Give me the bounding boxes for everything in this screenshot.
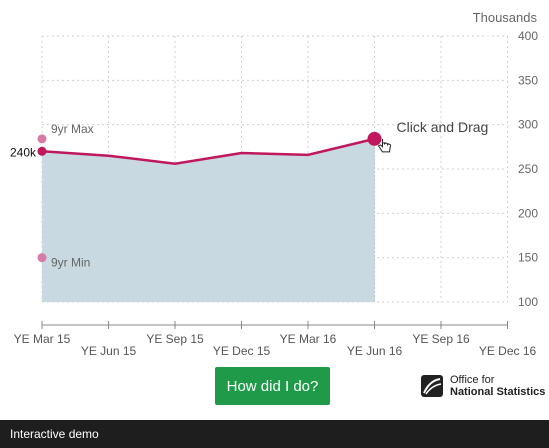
how-did-i-do-button[interactable]: How did I do?: [215, 367, 330, 405]
start-point: [37, 146, 47, 156]
min-marker-label: 9yr Min: [51, 256, 90, 270]
x-tick-label: YE Mar 15: [14, 332, 71, 346]
y-tick-label: 400: [518, 29, 538, 43]
area-fill: [42, 138, 375, 302]
x-tick-label: YE Sep 15: [146, 332, 204, 346]
x-tick-label: YE Dec 16: [479, 344, 537, 358]
series-line: [41, 137, 375, 165]
x-tick-label: YE Jun 15: [81, 344, 137, 358]
ons-logo: Office for National Statistics: [420, 374, 545, 398]
y-axis-units-label: Thousands: [472, 10, 537, 25]
y-tick-label: 100: [518, 295, 538, 309]
x-tick-label: YE Jun 16: [347, 344, 403, 358]
y-tick-label: 300: [518, 118, 538, 132]
drag-handle[interactable]: [367, 131, 382, 146]
ons-logo-icon: [421, 375, 443, 397]
drag-hint-label: Click and Drag: [397, 119, 489, 135]
y-tick-label: 150: [518, 251, 538, 265]
x-tick-label: YE Dec 15: [213, 344, 271, 358]
max-marker: [37, 134, 47, 144]
footer-label: Interactive demo: [10, 427, 99, 441]
y-tick-label: 250: [518, 162, 538, 176]
x-tick-label: YE Sep 16: [412, 332, 470, 346]
logo-line-2: National Statistics: [450, 386, 546, 398]
y-tick-label: 350: [518, 73, 538, 87]
hand-cursor-icon: [377, 138, 392, 153]
x-tick-label: YE Mar 16: [280, 332, 337, 346]
footer-bar: Interactive demo: [0, 420, 549, 448]
max-marker-label: 9yr Max: [51, 122, 94, 136]
min-marker: [37, 253, 47, 263]
start-value-label: 240k: [10, 145, 37, 159]
y-tick-label: 200: [518, 206, 538, 220]
logo-line-1: Office for: [450, 374, 495, 386]
line-chart[interactable]: 100 150 200 250 300 350 400 YE Mar 15 YE Jun 15 Y…: [0, 0, 549, 360]
